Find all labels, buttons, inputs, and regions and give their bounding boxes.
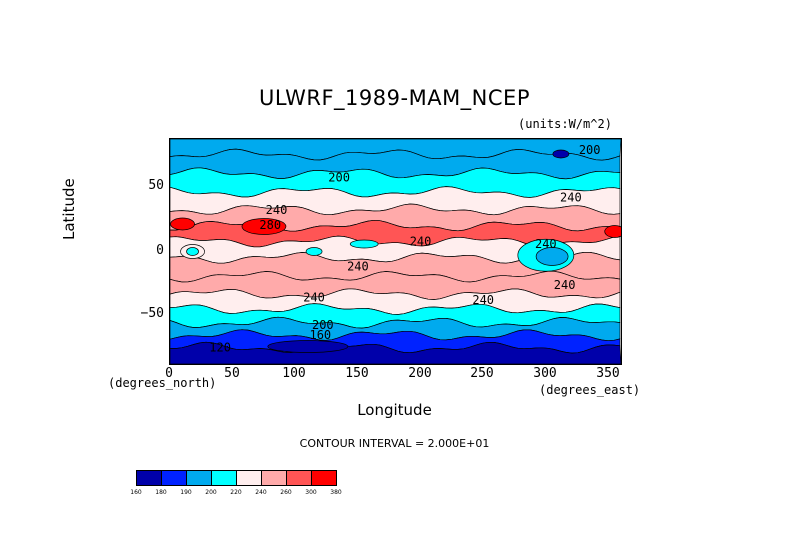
- colorbar-swatch: [261, 470, 287, 486]
- y-units-label: (degrees_north): [108, 376, 217, 390]
- contour-map: 200 200 240 240 240 240 240 240 280 200 160 120 240 2…: [169, 138, 622, 365]
- x-axis-title: Longitude: [357, 401, 432, 419]
- colorbar-label: 300: [305, 489, 317, 496]
- contour-region: [535, 247, 569, 266]
- contour-label: 240: [560, 191, 582, 205]
- x-tick-label: 200: [408, 366, 432, 381]
- x-tick-label: 50: [224, 366, 240, 381]
- contour-region: [186, 247, 199, 256]
- contour-label: 200: [579, 143, 601, 157]
- colorbar-label: 220: [230, 489, 242, 496]
- y-tick-label: 50: [148, 178, 164, 193]
- colorbar-swatch: [211, 470, 237, 486]
- y-axis-title: Latitude: [60, 178, 78, 240]
- colorbar-swatch: [236, 470, 262, 486]
- x-tick-label: 250: [470, 366, 494, 381]
- contour-label: 240: [554, 278, 576, 292]
- colorbar-label: 160: [130, 489, 142, 496]
- colorbar-swatch: [161, 470, 187, 486]
- contour-label: 240: [472, 293, 494, 307]
- contour-label: 240: [303, 291, 325, 305]
- units-label: (units:W/m^2): [518, 117, 612, 131]
- contour-label: 240: [410, 234, 432, 248]
- map-title: ULWRF_1989-MAM_NCEP: [258, 86, 530, 110]
- contour-region: [349, 239, 379, 249]
- colorbar-swatch: [186, 470, 212, 486]
- contour-region: [305, 247, 323, 256]
- x-tick-label: 300: [533, 366, 557, 381]
- x-tick-label: 350: [596, 366, 620, 381]
- contour-band: [170, 341, 621, 364]
- x-units-label: (degrees_east): [539, 383, 641, 397]
- contour-label: 160: [309, 328, 331, 342]
- contour-interval-label: CONTOUR INTERVAL = 2.000E+01: [299, 437, 490, 450]
- contour-label: 280: [259, 218, 281, 232]
- colorbar-label: 200: [205, 489, 217, 496]
- colorbar-swatch: [136, 470, 162, 486]
- contour-label: 120: [209, 341, 231, 355]
- colorbar-label: 190: [180, 489, 192, 496]
- x-tick-label: 150: [345, 366, 369, 381]
- colorbar-swatch: [311, 470, 337, 486]
- contour-label: 200: [312, 318, 334, 332]
- contour-region: [552, 149, 570, 159]
- contour-label: 240: [266, 203, 288, 217]
- contour-label: 240: [535, 237, 557, 251]
- contour-label: 200: [328, 171, 350, 185]
- contour-label: 240: [347, 259, 369, 273]
- x-tick-label: 0: [165, 366, 173, 381]
- colorbar-label: 180: [155, 489, 167, 496]
- colorbar-swatch: [286, 470, 312, 486]
- contour-region: [170, 217, 195, 231]
- contour-region: [604, 225, 621, 238]
- colorbar-label: 260: [280, 489, 292, 496]
- colorbar-label: 240: [255, 489, 267, 496]
- contour-region: [267, 340, 349, 353]
- colorbar-label: 380: [330, 489, 342, 496]
- y-tick-label: −50: [140, 306, 164, 321]
- y-tick-label: 0: [156, 243, 164, 258]
- x-tick-label: 100: [282, 366, 306, 381]
- contour-region: [241, 218, 287, 235]
